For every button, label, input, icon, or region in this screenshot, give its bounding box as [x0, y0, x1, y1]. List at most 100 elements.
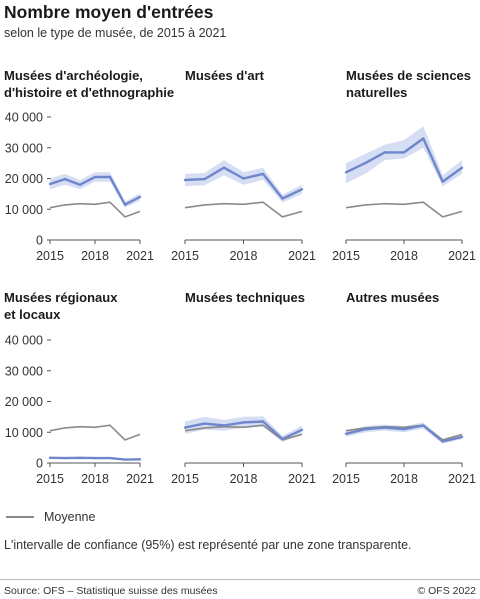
data-point — [138, 195, 142, 199]
data-point — [48, 456, 52, 459]
y-tick-label: 20 000 — [5, 172, 43, 186]
data-point — [203, 177, 206, 181]
data-point — [460, 166, 464, 169]
small-multiples-charts: Musées d'archéologie, d'histoire et d'eth… — [4, 68, 476, 486]
panel-title: Autres musées — [346, 290, 439, 305]
data-point — [63, 456, 67, 460]
confidence-band — [185, 416, 302, 443]
x-tick-label: 2018 — [390, 249, 418, 263]
panel-title-line: naturelles — [346, 85, 407, 100]
panel-title-line: Musées techniques — [185, 290, 305, 305]
panel-title-line: Autres musées — [346, 290, 439, 305]
data-point — [183, 426, 187, 429]
data-point — [383, 426, 386, 429]
y-tick-label: 20 000 — [5, 395, 43, 409]
y-tick-label: 0 — [36, 457, 43, 471]
data-point — [93, 175, 97, 179]
data-point — [242, 177, 245, 180]
panel-title-line: et locaux — [4, 307, 61, 322]
data-point — [300, 188, 304, 191]
data-point — [441, 440, 444, 443]
data-point — [261, 172, 265, 176]
y-tick-label: 40 000 — [5, 111, 43, 125]
confidence-band — [185, 160, 302, 203]
x-tick-label: 2021 — [126, 249, 154, 263]
x-tick-label: 2021 — [448, 249, 476, 263]
confidence-band — [346, 126, 462, 187]
data-point — [383, 151, 386, 154]
x-tick-label: 2021 — [288, 472, 316, 486]
data-point — [63, 177, 67, 181]
data-point — [48, 182, 52, 186]
panel-title-line: Musées de sciences — [346, 68, 471, 83]
data-point — [281, 437, 284, 441]
x-tick-label: 2015 — [36, 472, 64, 486]
data-point — [242, 421, 245, 424]
x-tick-label: 2018 — [390, 472, 418, 486]
average-line — [184, 201, 303, 218]
data-point — [441, 180, 444, 183]
data-point — [364, 427, 367, 431]
panel-title-line: Musées d'art — [185, 68, 265, 83]
data-point — [108, 456, 112, 460]
data-point — [344, 432, 348, 435]
data-point — [78, 183, 82, 186]
legend-average-label: Moyenne — [44, 510, 96, 524]
y-tick-label: 30 000 — [5, 364, 43, 378]
x-tick-label: 2018 — [81, 472, 109, 486]
x-tick-label: 2015 — [36, 249, 64, 263]
x-tick-label: 2018 — [81, 249, 109, 263]
data-point — [422, 424, 425, 427]
data-point — [138, 458, 142, 461]
y-tick-label: 10 000 — [5, 426, 43, 440]
average-line — [345, 201, 463, 218]
data-point — [281, 197, 284, 200]
legend-average-swatch — [6, 516, 34, 518]
data-point — [364, 161, 367, 165]
panel-title: Musées régionaux et locaux — [4, 290, 118, 322]
data-point — [108, 175, 112, 179]
panel-4: Musées régionaux et locaux 40 000 30 000 20 … — [4, 290, 154, 486]
data-point — [402, 427, 406, 431]
average-line — [49, 201, 141, 218]
y-tick-label: 10 000 — [5, 203, 43, 217]
data-point — [222, 166, 226, 169]
panel-5: Musées techniques 2015 2018 2021 — [171, 290, 316, 486]
y-tick-label: 0 — [36, 234, 43, 248]
footer-divider — [0, 579, 480, 580]
x-tick-label: 2021 — [448, 472, 476, 486]
x-tick-label: 2015 — [171, 249, 199, 263]
data-point — [93, 456, 97, 460]
panel-title-line: Musées régionaux — [4, 290, 118, 305]
panel-1: Musées d'archéologie, d'histoire et d'eth… — [4, 68, 174, 263]
x-tick-label: 2018 — [230, 472, 258, 486]
panel-3: Musées de sciences naturelles 2015 2018 2021 — [332, 68, 476, 263]
data-point — [123, 203, 127, 206]
panel-title: Musées d'archéologie, d'histoire et d'eth… — [4, 68, 174, 100]
x-tick-label: 2015 — [332, 249, 360, 263]
average-line — [49, 424, 141, 441]
copyright-note: © OFS 2022 — [417, 585, 476, 597]
data-point — [203, 422, 206, 425]
data-point — [300, 428, 304, 431]
data-point — [261, 420, 265, 423]
panel-2: Musées d'art 2015 2018 2021 — [171, 68, 316, 263]
data-point — [402, 151, 406, 154]
legend: Moyenne — [6, 510, 95, 524]
panel-title-line: Musées d'archéologie, — [4, 68, 143, 83]
panel-title: Musées de sciences naturelles — [346, 68, 471, 100]
data-point — [422, 137, 425, 140]
data-point — [78, 456, 82, 459]
y-tick-label: 30 000 — [5, 141, 43, 155]
data-point — [344, 171, 348, 174]
average-line — [345, 424, 463, 441]
x-tick-label: 2021 — [126, 472, 154, 486]
panel-title: Musées d'art — [185, 68, 265, 83]
confidence-interval-note: L'intervalle de confiance (95%) est repr… — [4, 538, 412, 552]
x-tick-label: 2018 — [230, 249, 258, 263]
source-note: Source: OFS – Statistique suisse des mus… — [4, 585, 218, 597]
data-point — [460, 435, 464, 439]
x-tick-label: 2015 — [332, 472, 360, 486]
y-tick-label: 40 000 — [5, 334, 43, 348]
data-point — [123, 458, 127, 461]
